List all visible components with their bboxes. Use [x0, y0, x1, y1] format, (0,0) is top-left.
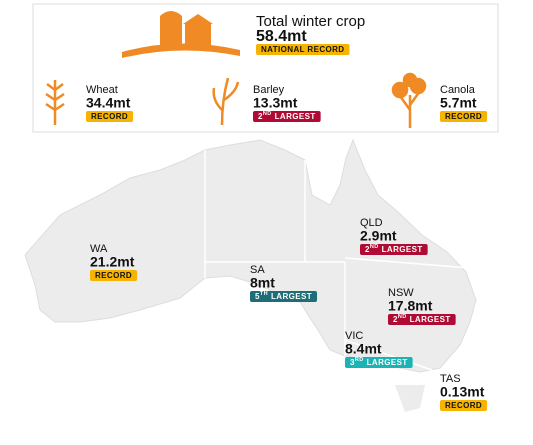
- badge-bg: [253, 111, 321, 122]
- badge: RECORD: [86, 111, 134, 122]
- badge: 3RD LARGEST: [345, 357, 413, 368]
- badge-bg: [90, 270, 138, 281]
- badge-text: 5TH LARGEST: [255, 291, 312, 301]
- badge-label: LARGEST: [271, 292, 312, 301]
- label: WA: [90, 243, 108, 255]
- badge: 2ND LARGEST: [388, 314, 456, 325]
- value: 13.3mt: [253, 95, 298, 111]
- header-value: 58.4mt: [256, 28, 307, 45]
- crop-icons: [45, 72, 427, 128]
- badge-bg: [86, 111, 134, 122]
- badge-text: RECORD: [95, 271, 132, 280]
- badge-bg: [440, 400, 488, 411]
- badge-label: NATIONAL RECORD: [261, 45, 344, 54]
- value: 8mt: [250, 275, 275, 291]
- badge-text: 3RD LARGEST: [350, 357, 408, 367]
- label: TAS: [440, 373, 461, 385]
- badge-label: LARGEST: [367, 358, 408, 367]
- label: Barley: [253, 84, 285, 96]
- badge-label: LARGEST: [382, 245, 423, 254]
- badge-bg: [360, 244, 428, 255]
- badge-text: NATIONAL RECORD: [261, 45, 344, 54]
- badge-label: RECORD: [91, 112, 128, 121]
- map: [24, 138, 477, 412]
- badge: 5TH LARGEST: [250, 291, 318, 302]
- value: 8.4mt: [345, 341, 382, 357]
- badge-rank: 2: [258, 112, 263, 121]
- badge-bg: [388, 314, 456, 325]
- mainland: [24, 138, 477, 373]
- label: QLD: [360, 217, 383, 229]
- badge-bg: [256, 44, 350, 55]
- value: 17.8mt: [388, 298, 433, 314]
- badge-label: RECORD: [445, 112, 482, 121]
- badge-label: LARGEST: [410, 315, 451, 324]
- label: NSW: [388, 287, 414, 299]
- badge-text: RECORD: [445, 112, 482, 121]
- state-borders: [204, 150, 471, 371]
- badge-suffix: TH: [260, 291, 268, 297]
- badge-text: RECORD: [445, 401, 482, 410]
- badge: RECORD: [90, 270, 138, 281]
- badge-rank: 3: [350, 358, 355, 367]
- badge-suffix: ND: [398, 314, 407, 320]
- value: 21.2mt: [90, 254, 135, 270]
- badge-suffix: ND: [263, 111, 272, 117]
- value: 5.7mt: [440, 95, 477, 111]
- badge: RECORD: [440, 111, 488, 122]
- label: VIC: [345, 330, 363, 342]
- tasmania: [395, 385, 425, 412]
- badge-suffix: RD: [355, 357, 364, 363]
- badge-suffix: ND: [370, 244, 379, 250]
- header-title: Total winter crop: [256, 13, 365, 30]
- label: SA: [250, 264, 265, 276]
- badge-bg: [250, 291, 318, 302]
- badge: NATIONAL RECORD: [256, 44, 350, 55]
- badge-bg: [345, 357, 413, 368]
- badge-text: 2ND LARGEST: [365, 244, 423, 254]
- badge-rank: 5: [255, 292, 260, 301]
- value: 2.9mt: [360, 228, 397, 244]
- badge-text: 2ND LARGEST: [393, 314, 451, 324]
- crop-box: [32, 3, 499, 133]
- badge-label: LARGEST: [275, 112, 316, 121]
- label: Wheat: [86, 84, 118, 96]
- value: 0.13mt: [440, 384, 485, 400]
- badge-rank: 2: [393, 315, 398, 324]
- badge-text: RECORD: [91, 112, 128, 121]
- badge-bg: [440, 111, 488, 122]
- badge: 2ND LARGEST: [360, 244, 428, 255]
- badge: RECORD: [440, 400, 488, 411]
- label: Canola: [440, 84, 476, 96]
- badge-label: RECORD: [445, 401, 482, 410]
- farm-icon: [122, 11, 240, 58]
- badge-text: 2ND LARGEST: [258, 111, 316, 121]
- badge-rank: 2: [365, 245, 370, 254]
- badge-label: RECORD: [95, 271, 132, 280]
- value: 34.4mt: [86, 95, 131, 111]
- badge: 2ND LARGEST: [253, 111, 321, 122]
